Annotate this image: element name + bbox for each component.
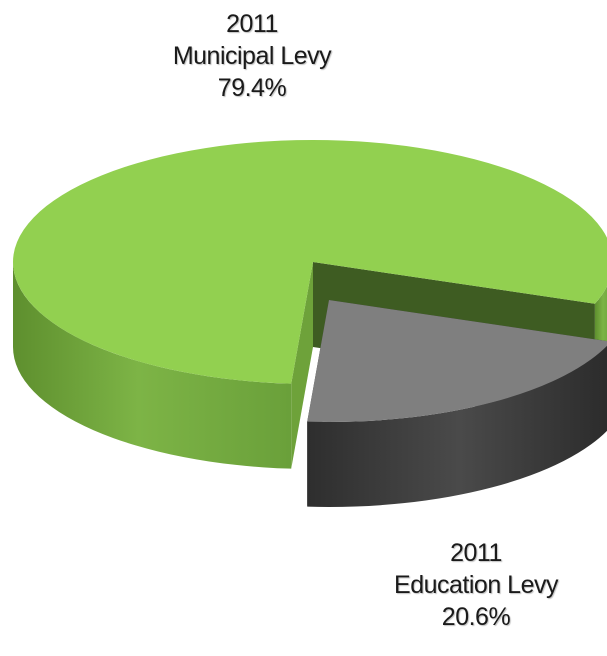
municipal-levy-value: 79.4% [217,74,287,102]
slice-label-education-levy: 2011 Education Levy 20.6% [394,537,558,633]
municipal-levy-year: 2011 [226,10,278,38]
municipal-levy-name: Municipal Levy [172,42,332,70]
education-outer-wall-0 [307,345,607,507]
education-top-face [307,300,607,422]
municipal-outer-wall-0 [13,262,292,469]
education-levy-name: Education Levy [394,571,558,599]
municipal-cut-face-front [291,262,313,469]
municipal-top-face [13,140,607,384]
education-levy-year: 2011 [450,539,502,567]
slice-label-municipal-levy: 2011 Municipal Levy 79.4% [172,8,332,104]
education-levy-value: 20.6% [441,603,511,631]
